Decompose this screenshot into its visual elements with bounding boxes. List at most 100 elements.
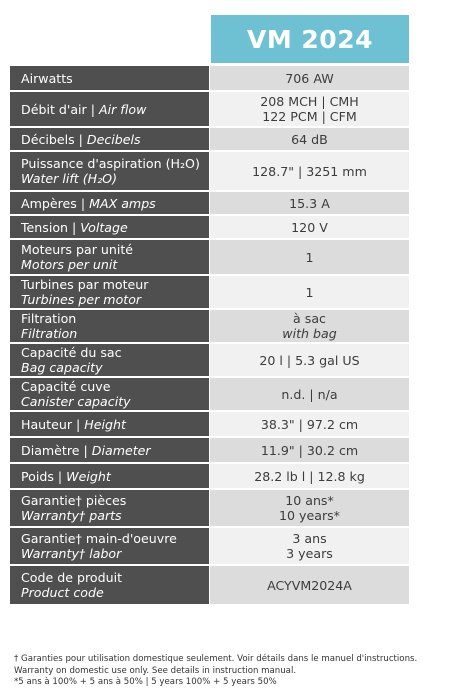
spec-value-line: 11.9" | 30.2 cm: [260, 442, 359, 458]
footnotes: † Garanties pour utilisation domestique …: [14, 654, 450, 689]
spec-value-line: 706 AW: [285, 70, 334, 86]
spec-label: Tension | Voltage: [10, 216, 210, 238]
footnote-line: † Garanties pour utilisation domestique …: [14, 654, 418, 664]
spec-row: Décibels | Decibels 64 dB: [10, 128, 409, 152]
spec-value-line: 1: [305, 249, 314, 265]
spec-label: Débit d'air | Air flow: [10, 92, 210, 126]
spec-label-fr: Moteurs par unité: [21, 242, 134, 257]
spec-label: Garantie† main-d'oeuvre Warranty† labor: [10, 528, 210, 564]
spec-value-line: n.d. | n/a: [281, 386, 338, 402]
spec-value-line: 120 V: [291, 219, 328, 235]
spec-label: Capacité cuve Canister capacity: [10, 378, 210, 410]
spec-value: 1: [210, 276, 409, 308]
spec-label-en: Product code: [21, 585, 104, 600]
spec-row: Garantie† main-d'oeuvre Warranty† labor 3 …: [10, 528, 409, 566]
spec-value-line: 10 ans*: [285, 493, 334, 508]
spec-row: Poids | Weight 28.2 lb l | 12.8 kg: [10, 464, 409, 490]
spec-label-fr: Décibels: [21, 131, 75, 147]
spec-value: n.d. | n/a: [210, 378, 409, 410]
spec-label-fr: Poids: [21, 468, 54, 484]
spec-label-en: MAX amps: [89, 195, 156, 211]
spec-row: Puissance d'aspiration (H₂O) Water lift (…: [10, 152, 409, 192]
spec-label-en: Warranty† labor: [21, 546, 122, 561]
spec-label: Décibels | Decibels: [10, 128, 210, 150]
spec-label-en: Motors per unit: [21, 257, 118, 272]
spec-value: 20 l | 5.3 gal US: [210, 344, 409, 376]
spec-row: Ampères | MAX amps 15.3 A: [10, 192, 409, 216]
spec-label-en: Air flow: [98, 101, 147, 117]
footnote-line: Warranty on domestic use only. See detai…: [14, 665, 297, 676]
spec-value-line: 128.7" | 3251 mm: [252, 163, 367, 179]
spec-label-en: Bag capacity: [21, 360, 103, 375]
spec-label: Poids | Weight: [10, 464, 210, 488]
spec-label-en: Diameter: [91, 442, 151, 458]
spec-value-line: 38.3" | 97.2 cm: [260, 416, 359, 432]
spec-value-line: ACYVM2024A: [267, 577, 352, 593]
spec-label-en: Decibels: [86, 131, 141, 147]
spec-label-separator: |: [79, 442, 92, 458]
spec-label-fr: Ampères: [21, 195, 77, 211]
spec-value: 3 ans 3 years: [210, 528, 409, 564]
spec-label-separator: |: [74, 131, 87, 147]
spec-label-fr: Puissance d'aspiration (H₂O): [21, 156, 200, 171]
spec-row: Tension | Voltage 120 V: [10, 216, 409, 240]
spec-row: Code de produit Product code ACYVM2024A: [10, 566, 409, 606]
spec-value-line: 122 PCM | CFM: [262, 109, 357, 124]
spec-label-fr: Filtration: [21, 311, 77, 326]
spec-row: Airwatts 706 AW: [10, 66, 409, 92]
spec-label-fr: Capacité du sac: [21, 345, 122, 360]
spec-table: Airwatts 706 AW Débit d'air | Air flow 208 …: [10, 66, 409, 606]
spec-row: Turbines par moteur Turbines per motor 1: [10, 276, 409, 310]
spec-label: Capacité du sac Bag capacity: [10, 344, 210, 376]
spec-label: Garantie† pièces Warranty† parts: [10, 490, 210, 526]
spec-row: Moteurs par unité Motors per unit 1: [10, 240, 409, 276]
spec-value-line: 20 l | 5.3 gal US: [259, 352, 360, 368]
spec-label-fr: Garantie† pièces: [21, 493, 127, 508]
spec-row: Hauteur | Height 38.3" | 97.2 cm: [10, 412, 409, 438]
spec-value-line: 10 years*: [279, 508, 340, 523]
spec-value: 120 V: [210, 216, 409, 238]
spec-row: Capacité du sac Bag capacity 20 l | 5.3 ga…: [10, 344, 409, 378]
spec-label-en: Canister capacity: [21, 394, 131, 409]
spec-label-en: Warranty† parts: [21, 508, 122, 523]
spec-label-fr: Tension: [21, 219, 69, 235]
spec-label-separator: |: [53, 468, 67, 484]
spec-value-line: with bag: [282, 326, 337, 341]
spec-label-separator: |: [72, 416, 85, 432]
spec-value: 128.7" | 3251 mm: [210, 152, 409, 190]
spec-value: 208 MCH | CMH 122 PCM | CFM: [210, 92, 409, 126]
spec-label: Moteurs par unité Motors per unit: [10, 240, 210, 274]
spec-value-line: à sac: [293, 311, 326, 326]
spec-label-en: Voltage: [80, 219, 128, 235]
spec-label: Airwatts: [10, 66, 210, 90]
spec-label-fr: Hauteur: [21, 416, 73, 432]
spec-label-fr: Débit d'air: [21, 101, 87, 117]
spec-value: à sac with bag: [210, 310, 409, 342]
spec-label-en: Water lift (H₂O): [21, 171, 117, 186]
spec-row: Débit d'air | Air flow 208 MCH | CMH 122 P…: [10, 92, 409, 128]
spec-label-separator: |: [68, 219, 81, 235]
model-header: VM 2024: [211, 15, 409, 63]
spec-label: Filtration Filtration: [10, 310, 210, 342]
spec-label: Hauteur | Height: [10, 412, 210, 436]
spec-value: 28.2 lb l | 12.8 kg: [210, 464, 409, 488]
spec-value: ACYVM2024A: [210, 566, 409, 604]
spec-label: Turbines par moteur Turbines per motor: [10, 276, 210, 308]
spec-value: 64 dB: [210, 128, 409, 150]
spec-value: 1: [210, 240, 409, 274]
spec-label-fr: Airwatts: [21, 70, 73, 86]
spec-label-fr: Garantie† main-d'oeuvre: [21, 531, 177, 546]
spec-value: 10 ans* 10 years*: [210, 490, 409, 526]
spec-label-fr: Turbines par moteur: [21, 277, 149, 292]
model-title: VM 2024: [246, 24, 373, 54]
spec-label: Code de produit Product code: [10, 566, 210, 604]
spec-label-fr: Diamètre: [21, 442, 80, 458]
spec-label-en: Weight: [66, 468, 111, 484]
spec-value-line: 3 years: [286, 546, 333, 561]
spec-label: Ampères | MAX amps: [10, 192, 210, 214]
spec-value-line: 15.3 A: [289, 195, 330, 211]
spec-value-line: 3 ans: [292, 531, 327, 546]
spec-label-separator: |: [86, 101, 99, 117]
spec-value-line: 64 dB: [291, 131, 328, 147]
spec-value: 15.3 A: [210, 192, 409, 214]
